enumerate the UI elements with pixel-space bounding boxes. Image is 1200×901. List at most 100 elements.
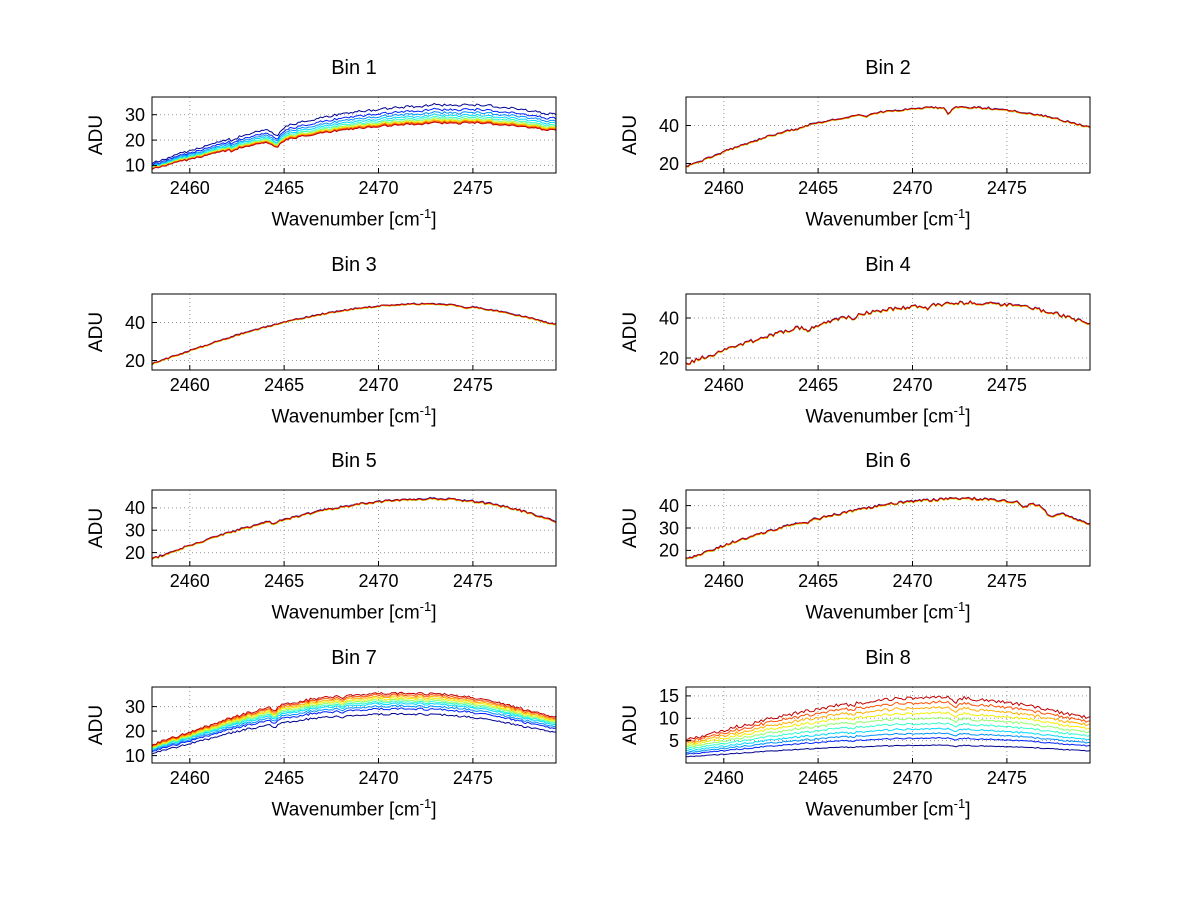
y-tick-label: 20 (125, 351, 145, 371)
x-tick-label: 2465 (264, 768, 304, 788)
y-tick-label: 30 (125, 105, 145, 125)
series-line (686, 106, 1090, 168)
x-tick-label: 2465 (798, 178, 838, 198)
subplot-title: Bin 7 (331, 646, 377, 669)
x-tick-label: 2475 (987, 178, 1027, 198)
x-tick-label: 2465 (264, 375, 304, 395)
y-tick-label: 40 (659, 496, 679, 516)
series-line (152, 707, 556, 753)
series-line (152, 700, 556, 750)
series-line (686, 722, 1090, 750)
subplot-title: Bin 6 (865, 449, 911, 472)
series-line (152, 303, 556, 366)
y-axis-label: ADU (620, 312, 641, 352)
series-line (152, 117, 556, 169)
series-line (152, 497, 556, 560)
x-tick-label: 2460 (170, 768, 210, 788)
series-line (152, 497, 556, 560)
subplot-title: Bin 1 (331, 56, 377, 79)
subplot-bin-7: Bin 7 2460 2465 2470 2475 10 20 30 ADU Wavenumb… (84, 632, 584, 821)
x-axis-label: Wavenumber [cm-1] (686, 403, 1090, 428)
x-axis-label-text: Wavenumber [cm (271, 406, 420, 428)
series-line (152, 693, 556, 747)
series-line (686, 106, 1090, 167)
x-axis-label-superscript: -1 (419, 206, 432, 221)
y-tick-label: 30 (125, 521, 145, 541)
series-line (152, 302, 556, 365)
x-axis-label: Wavenumber [cm-1] (152, 796, 556, 821)
series-line (152, 702, 556, 750)
series-line (152, 102, 556, 165)
x-tick-label: 2460 (170, 375, 210, 395)
x-axis-label-text: Wavenumber [cm (271, 602, 420, 624)
plot-canvas-bin-4: 2460 2465 2470 2475 20 40 ADU (620, 293, 1091, 395)
x-tick-label: 2465 (798, 375, 838, 395)
series-line (152, 302, 556, 365)
x-axis-label: Wavenumber [cm-1] (152, 599, 556, 624)
x-tick-label: 2470 (892, 178, 932, 198)
subplot-bin-1: Bin 1 2460 2465 2470 2475 10 20 30 ADU Wavenumb… (84, 42, 584, 231)
x-tick-label: 2460 (170, 178, 210, 198)
subplot-title: Bin 2 (865, 56, 911, 79)
x-tick-label: 2470 (892, 571, 932, 591)
x-tick-label: 2460 (704, 768, 744, 788)
x-tick-label: 2460 (704, 375, 744, 395)
x-tick-label: 2470 (892, 768, 932, 788)
series-line (686, 106, 1090, 168)
series-line (152, 497, 556, 561)
series-line (686, 301, 1090, 366)
series-line (686, 497, 1090, 560)
plot-canvas-bin-8: 2460 2465 2470 2475 510 15 ADU (620, 686, 1091, 788)
series-line (152, 303, 556, 366)
series-line (686, 727, 1090, 752)
x-axis-label-superscript: -1 (953, 796, 966, 811)
x-axis-label: Wavenumber [cm-1] (686, 206, 1090, 231)
series-line (686, 497, 1090, 560)
x-tick-label: 2470 (892, 375, 932, 395)
series-group (686, 300, 1090, 366)
x-tick-label: 2475 (987, 768, 1027, 788)
series-line (686, 744, 1090, 758)
x-axis-label-superscript: -1 (953, 403, 966, 418)
series-line (152, 115, 556, 169)
x-tick-label: 2460 (170, 571, 210, 591)
series-line (152, 704, 556, 752)
axes-frame (151, 489, 557, 567)
series-line (686, 301, 1090, 366)
plot-canvas-bin-7: 2460 2465 2470 2475 10 20 30 ADU (86, 686, 557, 788)
x-tick-label: 2465 (264, 571, 304, 591)
x-axis-label-superscript: -1 (419, 403, 432, 418)
series-line (152, 120, 556, 170)
subplot-title: Bin 5 (331, 449, 377, 472)
plot-canvas-bin-1: 2460 2465 2470 2475 10 20 30 ADU (86, 96, 557, 198)
series-line (686, 700, 1090, 743)
series-line (152, 121, 556, 170)
series-line (152, 691, 556, 746)
y-tick-label: 30 (125, 697, 145, 717)
x-tick-label: 2475 (453, 768, 493, 788)
series-line (686, 106, 1090, 168)
series-group (686, 695, 1090, 758)
plot-canvas-bin-3: 2460 2465 2470 2475 20 40 ADU (86, 293, 557, 395)
series-line (152, 698, 556, 749)
subplot-title: Bin 8 (865, 646, 911, 669)
series-line (152, 303, 556, 366)
x-axis-label-text: Wavenumber [cm (805, 799, 954, 821)
y-tick-label: 20 (125, 721, 145, 741)
y-axis-label: ADU (620, 705, 641, 745)
x-tick-label: 2460 (704, 571, 744, 591)
y-tick-label: 10 (659, 709, 679, 729)
y-axis-label: ADU (86, 115, 107, 155)
series-line (686, 300, 1090, 365)
series-line (686, 106, 1090, 168)
y-tick-label: 20 (125, 130, 145, 150)
x-tick-label: 2475 (987, 571, 1027, 591)
subplot-bin-6: Bin 6 2460 2465 2470 2475 20 30 40 ADU Wavenumb… (618, 435, 1118, 624)
x-axis-label-close: ] (965, 602, 971, 624)
y-tick-label: 10 (125, 156, 145, 176)
axes-frame (151, 686, 557, 764)
x-axis-label: Wavenumber [cm-1] (686, 599, 1090, 624)
